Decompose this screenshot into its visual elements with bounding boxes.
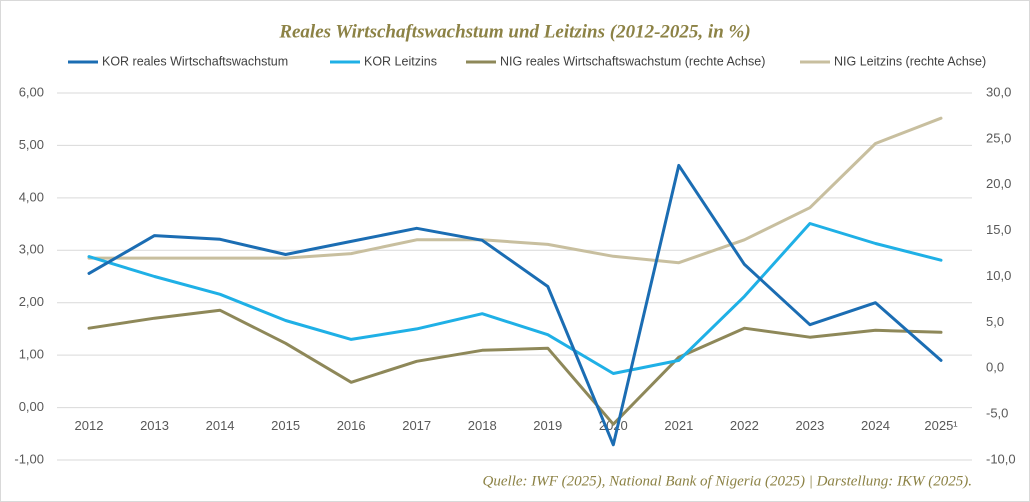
x-tick-label: 2021 [664,418,693,433]
plot-area [87,116,943,447]
y2-tick-label: 30,0 [986,84,1011,99]
y2-tick-label: 10,0 [986,268,1011,283]
x-tick-label: 2023 [795,418,824,433]
y-tick-label: 1,00 [19,347,44,362]
legend-label: KOR reales Wirtschaftswachstum [102,54,288,68]
legend-label: KOR Leitzins [364,54,437,68]
x-tick-label: 2022 [730,418,759,433]
x-tick-label: 2014 [206,418,235,433]
data-line [87,308,943,426]
chart-title: Reales Wirtschaftswachstum und Leitzins … [278,21,750,42]
y-tick-label: 6,00 [19,84,44,99]
data-line [87,116,943,265]
y2-tick-label: 0,0 [986,360,1004,375]
x-tick-label: 2016 [337,418,366,433]
legend-label: NIG Leitzins (rechte Achse) [834,54,986,68]
y2-tick-label: 15,0 [986,222,1011,237]
y-tick-label: 2,00 [19,294,44,309]
legend: KOR reales Wirtschaftswachstum KOR Leitzi… [68,54,986,68]
y2-tick-label: -10,0 [986,451,1016,466]
x-tick-label: 2024 [861,418,890,433]
y-tick-label: 3,00 [19,242,44,257]
y-tick-label: -1,00 [14,451,44,466]
x-tick-label: 2012 [75,418,104,433]
data-line [87,222,943,375]
grid: -1,00 0,00 1,00 2,00 3,00 4,00 5,00 6,00 -10,0 -5… [14,84,1015,466]
x-tick-label: 2015 [271,418,300,433]
y-tick-label: 5,00 [19,137,44,152]
y2-tick-label: 20,0 [986,176,1011,191]
y2-tick-label: 5,0 [986,314,1004,329]
x-tick-label: 2025¹ [924,418,958,433]
legend-label: NIG reales Wirtschaftswachstum (rechte A… [500,54,765,68]
x-tick-label: 2019 [533,418,562,433]
x-tick-label: 2018 [468,418,497,433]
source-note: Quelle: IWF (2025), National Bank of Nig… [483,473,972,489]
y2-tick-label: -5,0 [986,406,1008,421]
data-line [87,163,943,447]
y-tick-label: 0,00 [19,399,44,414]
x-tick-label: 2013 [140,418,169,433]
x-tick-label: 2017 [402,418,431,433]
y-tick-label: 4,00 [19,189,44,204]
y2-tick-label: 25,0 [986,130,1011,145]
